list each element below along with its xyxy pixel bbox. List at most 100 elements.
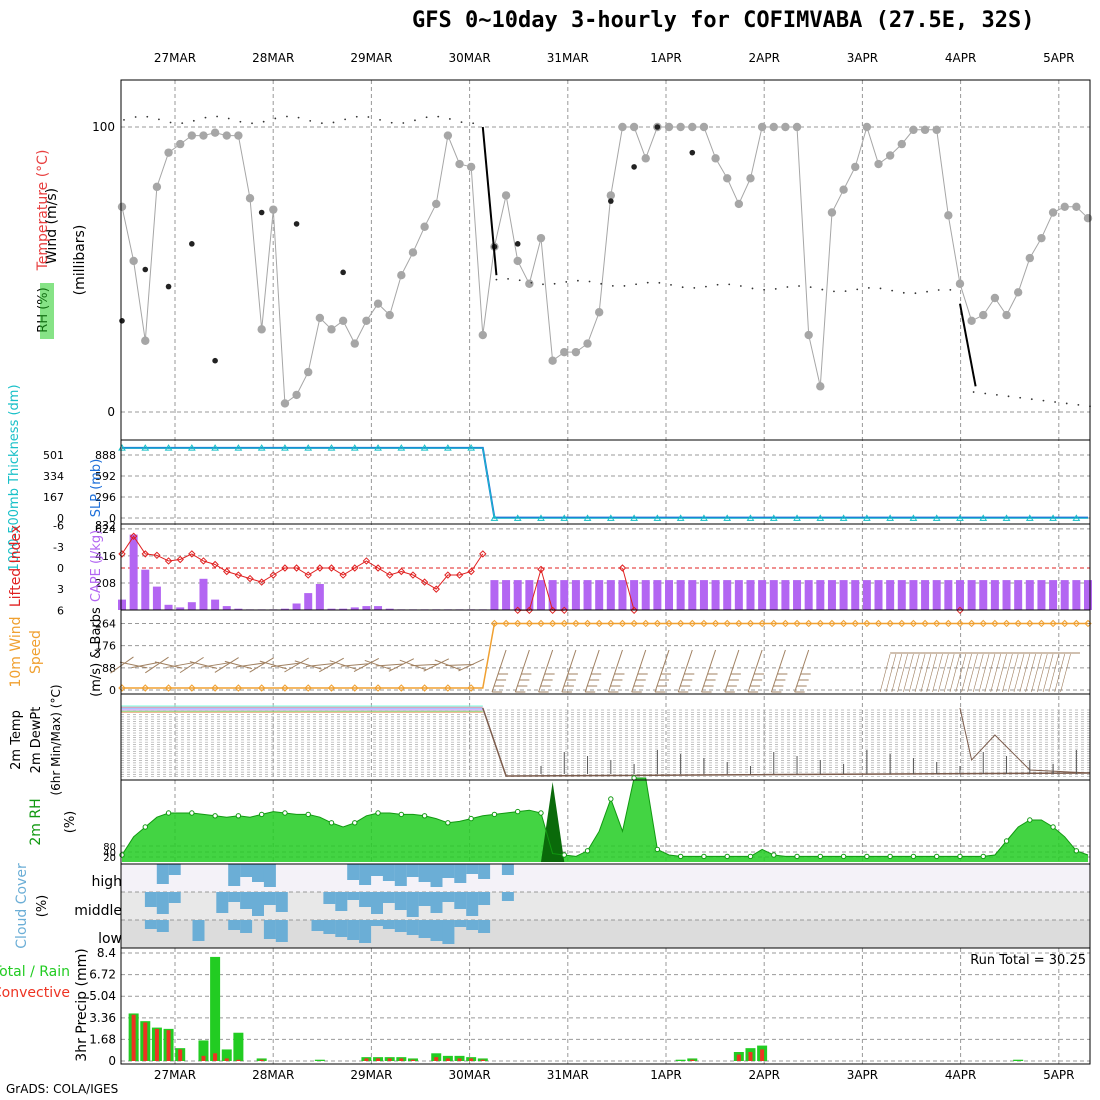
wind-marker — [1072, 619, 1081, 628]
rh-point — [350, 339, 359, 348]
wind-marker — [932, 619, 941, 628]
date-label-top: 28MAR — [252, 51, 294, 65]
cape-bar — [606, 580, 615, 610]
cloud-low-bar — [347, 920, 360, 940]
cape-bar — [967, 580, 976, 610]
rh2m-marker — [445, 820, 451, 826]
li-marker — [327, 564, 336, 572]
rh-point — [315, 313, 325, 323]
rh-point — [618, 122, 627, 132]
precip-conv-bar — [445, 1058, 450, 1061]
ytick-left: 167 — [43, 491, 64, 504]
wind-marker — [804, 619, 813, 628]
wind-marker — [374, 684, 382, 692]
rh-point — [478, 330, 487, 340]
rh-point — [967, 316, 976, 325]
cape-bar — [886, 580, 895, 610]
ylabel-2m-temp: 2m Temp — [9, 710, 24, 770]
rh-point — [525, 279, 534, 288]
thickness-marker — [909, 514, 918, 521]
cape-bar — [374, 606, 383, 610]
wind-barb — [284, 657, 309, 673]
li-marker — [153, 551, 161, 560]
li-marker — [188, 550, 196, 558]
li-marker — [467, 567, 475, 576]
precip-total-bar — [221, 1049, 232, 1061]
rh-point — [839, 185, 848, 194]
wind-barb — [236, 662, 264, 668]
wind-marker — [816, 619, 825, 628]
rh-point — [781, 122, 790, 132]
wind-marker — [560, 619, 568, 628]
thickness-marker — [816, 514, 825, 521]
pressure-dot — [414, 119, 416, 122]
cape-bar — [676, 580, 685, 610]
cloud-middle-bar — [216, 892, 229, 913]
ylabel-10m-wind: 10m Wind — [8, 616, 24, 687]
cloud-middle-bar — [156, 892, 169, 914]
cloud-high-bar — [371, 864, 383, 876]
wind-marker — [618, 619, 627, 628]
rh-point — [1072, 202, 1081, 211]
thickness-marker — [490, 514, 499, 521]
ylabel-temperature: Temperature (°C) — [35, 150, 51, 272]
wind-marker — [397, 684, 406, 692]
wind-barb — [938, 653, 949, 693]
precip-total-bar — [442, 1055, 453, 1061]
pressure-dot — [577, 279, 579, 282]
rh2m-marker — [1027, 817, 1033, 823]
thickness-marker — [606, 514, 615, 521]
rh-point — [443, 131, 453, 140]
pressure-dot — [355, 115, 358, 118]
rh2m-marker — [910, 853, 917, 860]
cloud-high-bar — [418, 864, 431, 882]
li-marker — [397, 567, 406, 576]
pressure-dot — [1019, 396, 1022, 399]
rh-point — [432, 199, 441, 209]
ytick: 176 — [95, 640, 116, 653]
precip-conv-bar — [259, 1059, 264, 1061]
rh2m-marker — [119, 852, 125, 858]
precip-conv-bar — [376, 1058, 381, 1061]
ylabel-minmax: (6hr Min/Max) (°C) — [49, 684, 63, 795]
thickness-marker — [141, 444, 150, 451]
rh-line — [121, 125, 1089, 405]
thickness-marker — [676, 514, 685, 521]
wind-marker — [758, 619, 766, 628]
wind-barb — [353, 657, 380, 673]
pressure-dot — [553, 282, 556, 285]
cape-bar — [1002, 580, 1011, 610]
wind-barb — [914, 653, 926, 693]
rh-point — [629, 122, 639, 132]
rh-point — [152, 182, 162, 192]
ylabel-barbs: (m/s) & Barbs — [89, 607, 104, 697]
temperature-point — [340, 269, 346, 276]
wind-marker — [828, 619, 836, 628]
li-marker — [618, 564, 627, 572]
ytick-right: 208 — [95, 577, 116, 590]
cape-bar — [292, 603, 301, 610]
wind-marker — [304, 684, 312, 692]
thickness-marker — [862, 514, 871, 521]
date-label-top: 30MAR — [449, 51, 491, 65]
cloud-high-bar — [394, 864, 407, 886]
wind-marker — [781, 619, 790, 628]
ytick-left: -6 — [53, 520, 64, 533]
cloud-middle-bar — [394, 892, 407, 910]
wind-barb — [955, 653, 967, 693]
wind-barb — [214, 657, 239, 673]
rh2m-marker — [561, 852, 567, 858]
wind-marker — [444, 684, 452, 692]
precip-total-bar — [233, 1032, 244, 1061]
li-marker — [420, 578, 429, 586]
pressure-dot — [123, 118, 125, 121]
ytick: 88 — [102, 662, 116, 675]
li-marker — [455, 571, 464, 579]
wind-marker — [967, 619, 976, 628]
pressure-dot — [169, 121, 172, 124]
wind-barb — [1019, 653, 1031, 693]
wind-marker — [1014, 619, 1022, 628]
rh-point — [757, 122, 767, 132]
cape-bar — [176, 607, 185, 610]
ylabel-2m-dewpt: 2m DewPt — [29, 707, 44, 774]
